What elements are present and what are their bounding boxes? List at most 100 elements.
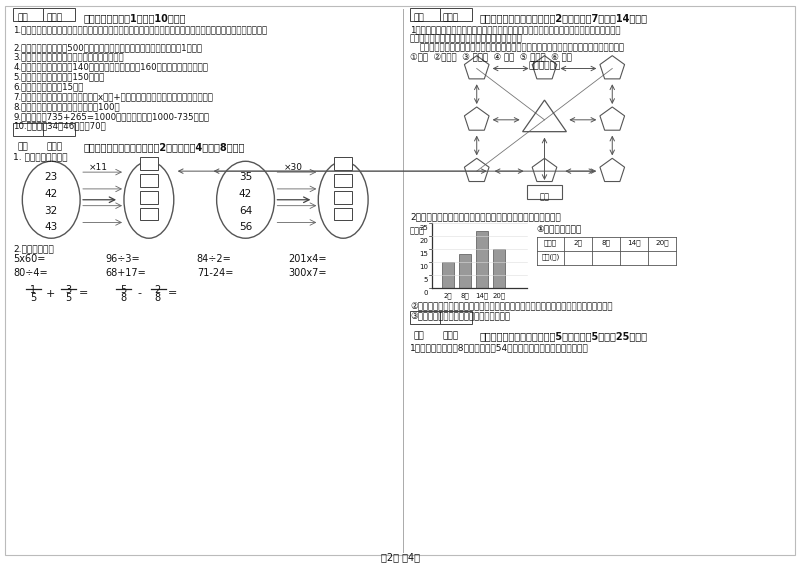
FancyBboxPatch shape [410, 311, 440, 324]
Text: 四、看清题目，细心计算（共2小题，每题4分，共8分）。: 四、看清题目，细心计算（共2小题，每题4分，共8分）。 [83, 142, 245, 153]
Text: 动物园导游图: 动物园导游图 [528, 62, 561, 71]
Text: 得分: 得分 [414, 331, 425, 340]
Text: 1、走进动物园大门，正北面是狮子山和熊猫馆，狮子山的东侧是飞禽馆，四侧是猴园，大象: 1、走进动物园大门，正北面是狮子山和熊猫馆，狮子山的东侧是飞禽馆，四侧是猴园，大… [410, 25, 621, 34]
Text: 六、活用知识，解决问题（共5小题，每题5分，共25分）。: 六、活用知识，解决问题（共5小题，每题5分，共25分）。 [480, 331, 648, 341]
Text: 5x60=: 5x60= [14, 254, 46, 264]
Text: 1. 算一算，填一填。: 1. 算一算，填一填。 [14, 153, 68, 162]
Text: 大门: 大门 [539, 192, 550, 201]
Text: ①狮山  ②熊猫馆  ③ 飞禽馆  ④ 猴园  ⑤ 大象馆  ⑥ 鱼馆: ①狮山 ②熊猫馆 ③ 飞禽馆 ④ 猴园 ⑤ 大象馆 ⑥ 鱼馆 [410, 53, 572, 62]
Text: =: = [168, 289, 178, 298]
Text: 64: 64 [239, 206, 252, 216]
FancyBboxPatch shape [14, 123, 43, 136]
FancyBboxPatch shape [140, 174, 158, 187]
Text: 三、判断题（每题1分，共10分）。: 三、判断题（每题1分，共10分）。 [83, 13, 186, 23]
Text: ③实际算一算，这天的平均气温是多少度？: ③实际算一算，这天的平均气温是多少度？ [410, 311, 510, 320]
Text: 评卷人: 评卷人 [443, 13, 459, 22]
Text: 得分: 得分 [18, 13, 28, 22]
FancyBboxPatch shape [334, 174, 352, 187]
Text: 8: 8 [154, 293, 161, 302]
Text: ②这一次的最高气温是（　　）度，最低气温是（　　）度，平均气温大约（　　）度。: ②这一次的最高气温是（ ）度，最低气温是（ ）度，平均气温大约（ ）度。 [410, 301, 613, 310]
Text: （度）: （度） [410, 227, 425, 236]
FancyBboxPatch shape [440, 8, 472, 21]
FancyBboxPatch shape [334, 208, 352, 220]
Text: +: + [46, 289, 55, 298]
Text: 80÷4=: 80÷4= [14, 268, 48, 278]
Text: 第2页 共4页: 第2页 共4页 [381, 552, 419, 562]
FancyBboxPatch shape [140, 208, 158, 220]
Text: 5: 5 [423, 277, 428, 282]
Text: 得分: 得分 [18, 142, 28, 151]
Text: ×30: ×30 [283, 163, 302, 172]
Text: 42: 42 [45, 189, 58, 199]
Text: 20时: 20时 [655, 239, 669, 246]
FancyBboxPatch shape [334, 157, 352, 170]
Text: 68+17=: 68+17= [105, 268, 146, 278]
Text: 84÷2=: 84÷2= [197, 254, 231, 264]
Text: 2.直接写得数。: 2.直接写得数。 [14, 244, 54, 253]
Text: 5: 5 [30, 293, 37, 302]
Text: 6.（　）李老师身高15米。: 6.（ ）李老师身高15米。 [14, 82, 84, 92]
Text: 10: 10 [419, 264, 428, 270]
Text: 8时: 8时 [602, 239, 610, 246]
Bar [493, 249, 505, 288]
Text: 56: 56 [239, 223, 252, 232]
Text: 15: 15 [419, 251, 428, 257]
Text: 35: 35 [239, 172, 252, 182]
Text: 馆和鱼馆的场地分别在动物园的东北角和西北角。: 馆和鱼馆的场地分别在动物园的东北角和西北角。 [410, 34, 522, 43]
Text: 0: 0 [423, 290, 428, 295]
Text: 7.（　）有余数除法的验算方法是商x除数+余数，看得到的结果是否与被除数相等。: 7.（ ）有余数除法的验算方法是商x除数+余数，看得到的结果是否与被除数相等。 [14, 92, 214, 101]
Text: 气温(度): 气温(度) [542, 253, 560, 260]
Text: 2时: 2时 [574, 239, 583, 246]
Text: 42: 42 [239, 189, 252, 199]
Text: 8时: 8时 [460, 293, 469, 299]
FancyBboxPatch shape [440, 311, 472, 324]
Text: 时　间: 时 间 [544, 239, 557, 246]
Text: 1、学校食堂买大米8袋，每袋大米54千克，学校食堂买大米多少千克？: 1、学校食堂买大米8袋，每袋大米54千克，学校食堂买大米多少千克？ [410, 343, 589, 352]
Text: 5.（　）一本故事书的重150千克。: 5.（ ）一本故事书的重150千克。 [14, 72, 105, 81]
Text: 96÷3=: 96÷3= [105, 254, 140, 264]
Text: 20时: 20时 [492, 293, 506, 299]
FancyBboxPatch shape [43, 8, 75, 21]
FancyBboxPatch shape [334, 191, 352, 204]
Text: 五、认真思考，综合能力（共2小题，每题7分，共14分）。: 五、认真思考，综合能力（共2小题，每题7分，共14分）。 [480, 13, 648, 23]
Text: 10.（　　）34与46的和是70。: 10.（ ）34与46的和是70。 [14, 122, 106, 131]
Text: 根据小强的描述，请你把这些动物场馆所在的位置，在动物园的导游图上用序号表示出来。: 根据小强的描述，请你把这些动物场馆所在的位置，在动物园的导游图上用序号表示出来。 [420, 43, 625, 52]
Text: 71-24=: 71-24= [197, 268, 233, 278]
Text: 23: 23 [45, 172, 58, 182]
Text: ×11: ×11 [89, 163, 108, 172]
Text: 14时: 14时 [627, 239, 641, 246]
Text: 评卷人: 评卷人 [46, 142, 62, 151]
FancyBboxPatch shape [43, 123, 75, 136]
Text: 1.（　　　）用同一条铁丝先围成一个最大的正方形，再围成一个最大的长方形。长方形和正方形的周长相等。: 1.（ ）用同一条铁丝先围成一个最大的正方形，再围成一个最大的长方形。长方形和正… [14, 25, 267, 34]
FancyBboxPatch shape [14, 8, 43, 21]
Text: 2.（　）小明家离学校500米，他每天上学、回家，一个来回一共要走1千米。: 2.（ ）小明家离学校500米，他每天上学、回家，一个来回一共要走1千米。 [14, 43, 202, 52]
Text: 2时: 2时 [443, 293, 452, 299]
Text: 得分: 得分 [414, 13, 425, 22]
Text: 3: 3 [65, 285, 71, 294]
Text: 43: 43 [45, 223, 58, 232]
FancyBboxPatch shape [140, 191, 158, 204]
Text: 5: 5 [120, 285, 126, 294]
Text: 评卷人: 评卷人 [443, 331, 459, 340]
FancyBboxPatch shape [526, 185, 562, 199]
Bar [476, 231, 488, 288]
Bar [458, 254, 470, 288]
Text: 2、下面是气温自测仪上记录的某天四个不同时间的气温情况：: 2、下面是气温自测仪上记录的某天四个不同时间的气温情况： [410, 212, 561, 221]
Text: 8: 8 [120, 293, 126, 302]
Text: 3.（　）长方形的周长就是它四条边长度的和。: 3.（ ）长方形的周长就是它四条边长度的和。 [14, 53, 124, 62]
Text: =: = [78, 289, 88, 298]
Text: 14时: 14时 [475, 293, 488, 299]
FancyBboxPatch shape [140, 157, 158, 170]
Text: ①根据统计图填表: ①根据统计图填表 [537, 225, 582, 234]
Text: 32: 32 [45, 206, 58, 216]
Text: 20: 20 [419, 238, 428, 244]
Text: 201x4=: 201x4= [288, 254, 327, 264]
Text: 1: 1 [30, 285, 36, 294]
FancyBboxPatch shape [410, 8, 440, 21]
Text: 2: 2 [154, 285, 161, 294]
Text: 5: 5 [65, 293, 71, 302]
Text: 9.（　）根据735+265=1000，可以直接写出1000-735的差。: 9.（ ）根据735+265=1000，可以直接写出1000-735的差。 [14, 112, 210, 121]
Text: 8.（　）两个面积单位之间的进率是100。: 8.（ ）两个面积单位之间的进率是100。 [14, 102, 120, 111]
Text: 评卷人: 评卷人 [46, 13, 62, 22]
Text: 300x7=: 300x7= [288, 268, 327, 278]
